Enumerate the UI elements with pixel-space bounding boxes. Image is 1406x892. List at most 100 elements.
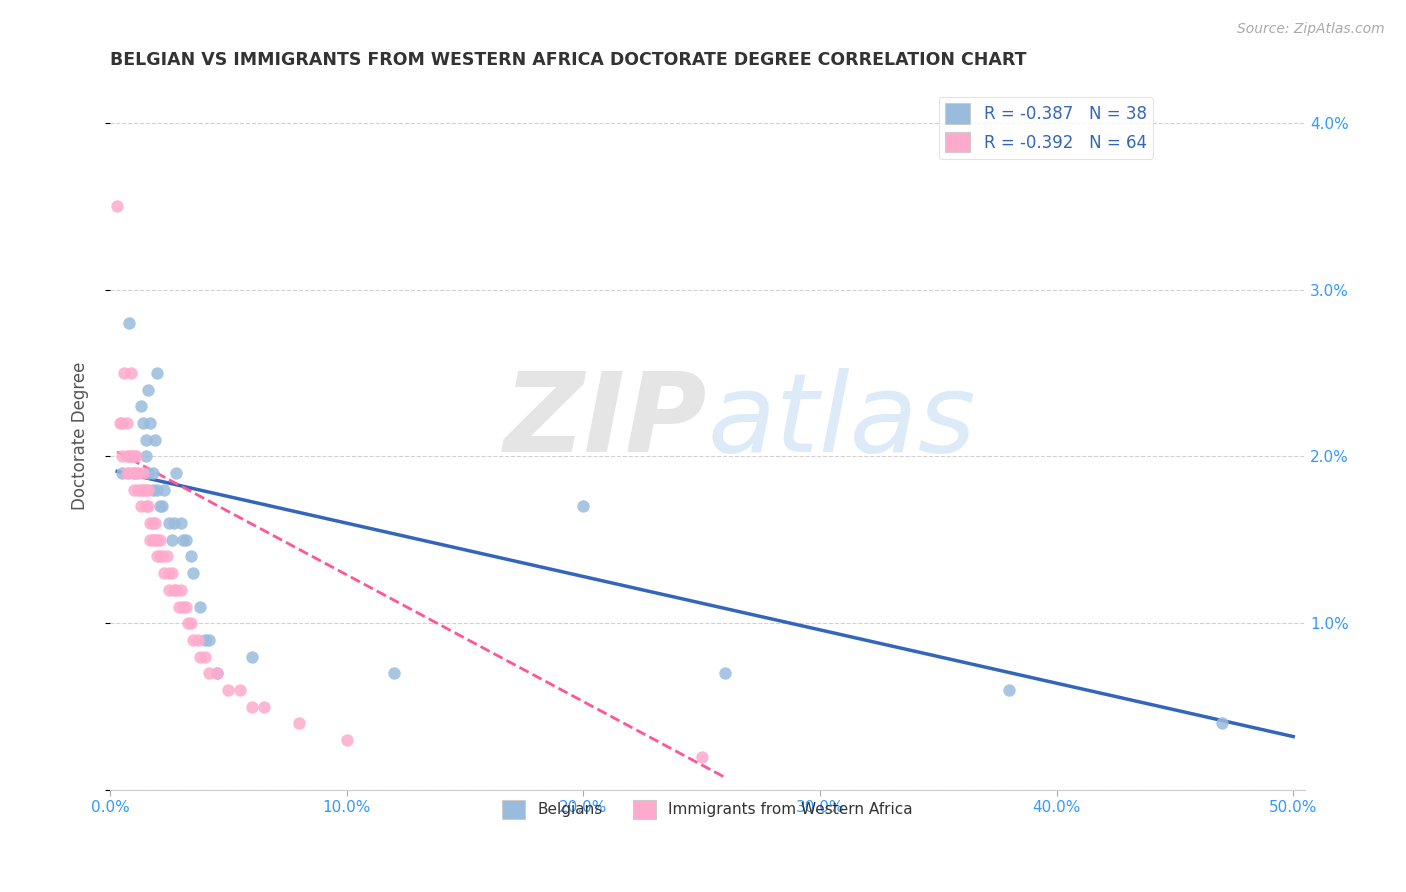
Point bbox=[127, 466, 149, 480]
Point bbox=[146, 549, 169, 564]
Y-axis label: Doctorate Degree: Doctorate Degree bbox=[72, 361, 89, 510]
Point bbox=[198, 666, 221, 681]
Point bbox=[139, 416, 162, 430]
Point bbox=[143, 533, 166, 547]
Point bbox=[172, 599, 194, 614]
Point bbox=[111, 416, 134, 430]
Point bbox=[150, 549, 173, 564]
Point bbox=[139, 533, 162, 547]
Point bbox=[135, 483, 157, 497]
Point bbox=[112, 366, 135, 380]
Point bbox=[187, 632, 209, 647]
Point bbox=[150, 500, 173, 514]
Point bbox=[157, 566, 180, 581]
Point bbox=[153, 566, 176, 581]
Point bbox=[170, 582, 193, 597]
Point bbox=[181, 632, 204, 647]
Point bbox=[146, 483, 169, 497]
Point bbox=[129, 500, 152, 514]
Text: atlas: atlas bbox=[707, 368, 976, 475]
Point bbox=[572, 500, 595, 514]
Point bbox=[160, 533, 183, 547]
Point bbox=[172, 533, 194, 547]
Point bbox=[194, 649, 217, 664]
Point bbox=[143, 433, 166, 447]
Point bbox=[163, 516, 186, 530]
Point bbox=[188, 649, 211, 664]
Point bbox=[229, 682, 252, 697]
Point bbox=[998, 682, 1021, 697]
Point bbox=[157, 516, 180, 530]
Point bbox=[136, 466, 159, 480]
Point bbox=[198, 632, 221, 647]
Point bbox=[174, 599, 197, 614]
Point bbox=[118, 450, 141, 464]
Point bbox=[690, 749, 713, 764]
Point bbox=[288, 716, 311, 731]
Point bbox=[118, 316, 141, 330]
Point bbox=[135, 450, 157, 464]
Point bbox=[111, 466, 134, 480]
Point bbox=[142, 466, 165, 480]
Point bbox=[142, 533, 165, 547]
Point bbox=[111, 450, 134, 464]
Point bbox=[194, 632, 217, 647]
Point bbox=[122, 450, 145, 464]
Point bbox=[253, 699, 276, 714]
Point bbox=[180, 616, 202, 631]
Point bbox=[132, 416, 155, 430]
Point bbox=[129, 400, 152, 414]
Point bbox=[156, 549, 179, 564]
Point bbox=[122, 466, 145, 480]
Point bbox=[142, 516, 165, 530]
Point bbox=[122, 466, 145, 480]
Point bbox=[136, 500, 159, 514]
Point bbox=[142, 483, 165, 497]
Point bbox=[157, 582, 180, 597]
Point bbox=[165, 582, 187, 597]
Text: BELGIAN VS IMMIGRANTS FROM WESTERN AFRICA DOCTORATE DEGREE CORRELATION CHART: BELGIAN VS IMMIGRANTS FROM WESTERN AFRIC… bbox=[110, 51, 1026, 69]
Point bbox=[105, 199, 128, 213]
Point bbox=[139, 516, 162, 530]
Point bbox=[118, 466, 141, 480]
Point bbox=[714, 666, 737, 681]
Point bbox=[180, 549, 202, 564]
Point bbox=[108, 416, 131, 430]
Point bbox=[217, 682, 239, 697]
Point bbox=[136, 483, 159, 497]
Point bbox=[129, 483, 152, 497]
Point bbox=[120, 450, 142, 464]
Point bbox=[149, 533, 172, 547]
Point bbox=[167, 599, 190, 614]
Point bbox=[188, 599, 211, 614]
Point bbox=[382, 666, 405, 681]
Point bbox=[1211, 716, 1233, 731]
Point bbox=[115, 466, 138, 480]
Point bbox=[163, 582, 186, 597]
Point bbox=[125, 450, 148, 464]
Point bbox=[165, 466, 187, 480]
Point bbox=[115, 416, 138, 430]
Point bbox=[205, 666, 228, 681]
Text: Source: ZipAtlas.com: Source: ZipAtlas.com bbox=[1237, 22, 1385, 37]
Point bbox=[177, 616, 200, 631]
Point bbox=[146, 366, 169, 380]
Point bbox=[122, 483, 145, 497]
Point bbox=[149, 549, 172, 564]
Legend: Belgians, Immigrants from Western Africa: Belgians, Immigrants from Western Africa bbox=[496, 794, 920, 825]
Point bbox=[149, 500, 172, 514]
Point bbox=[120, 366, 142, 380]
Point bbox=[205, 666, 228, 681]
Point bbox=[240, 699, 263, 714]
Point bbox=[153, 483, 176, 497]
Point bbox=[170, 516, 193, 530]
Point bbox=[132, 483, 155, 497]
Point bbox=[135, 433, 157, 447]
Point bbox=[240, 649, 263, 664]
Point bbox=[115, 450, 138, 464]
Point bbox=[127, 483, 149, 497]
Point bbox=[136, 383, 159, 397]
Point bbox=[146, 533, 169, 547]
Text: ZIP: ZIP bbox=[505, 368, 707, 475]
Point bbox=[125, 466, 148, 480]
